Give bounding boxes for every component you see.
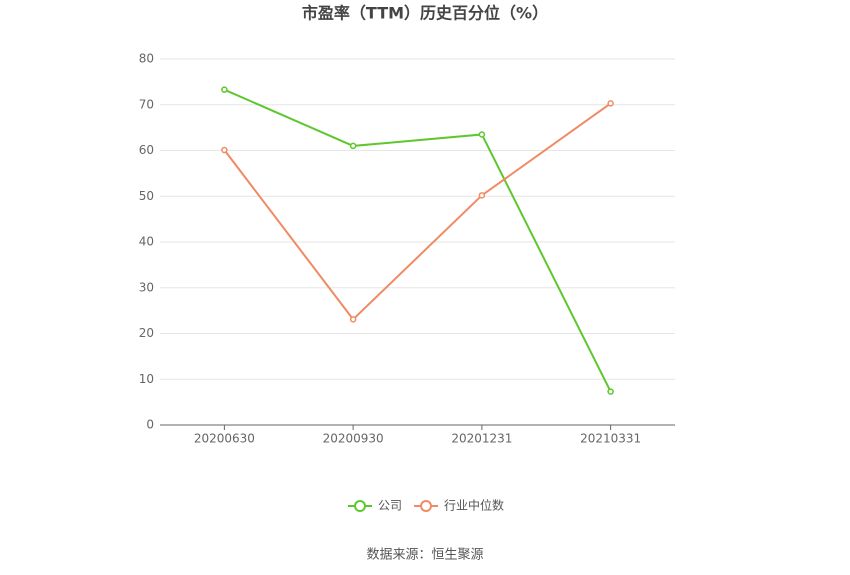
legend-label: 行业中位数 — [444, 498, 504, 513]
y-tick-label: 0 — [146, 418, 154, 432]
x-tick-label: 20210331 — [580, 432, 641, 446]
legend-marker — [420, 500, 433, 512]
source-note: 数据来源：恒生聚源 — [366, 548, 483, 563]
x-tick-label: 20201231 — [451, 432, 512, 446]
x-tick-label: 20200630 — [194, 432, 255, 446]
y-tick-label: 50 — [139, 189, 154, 203]
y-tick-label: 20 — [139, 326, 154, 340]
data-point — [607, 100, 614, 107]
data-point — [221, 86, 228, 93]
y-tick-label: 80 — [139, 52, 154, 66]
y-tick-label: 30 — [139, 280, 154, 294]
legend-marker — [354, 500, 366, 512]
data-point — [478, 131, 486, 138]
data-point — [478, 192, 486, 199]
chart-title: 市盈率（TTM）历史百分位（%） — [302, 4, 548, 23]
y-tick-label: 60 — [139, 143, 154, 157]
series-line — [223, 88, 612, 393]
series-line — [223, 102, 612, 321]
legend-label: 公司 — [378, 499, 402, 513]
data-point — [221, 146, 228, 154]
y-tick-label: 10 — [139, 372, 154, 386]
x-tick-label: 20200930 — [323, 432, 384, 446]
y-tick-label: 70 — [139, 97, 154, 111]
y-tick-label: 40 — [139, 235, 154, 249]
data-point — [607, 388, 614, 395]
data-point — [349, 316, 357, 323]
data-point — [349, 142, 357, 150]
